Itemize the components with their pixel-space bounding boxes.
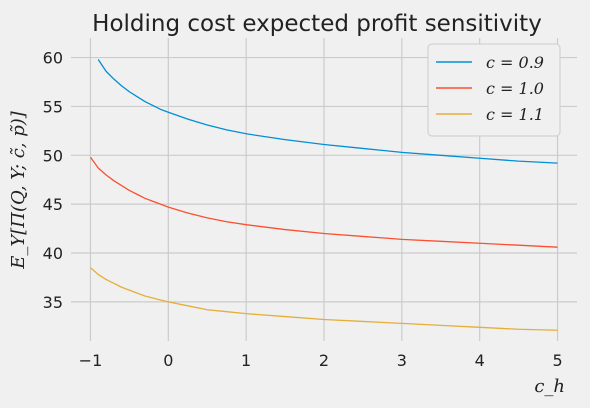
legend-box — [427, 43, 561, 137]
y-axis-label: E_Y[Π(Q, Y; c̃, p̃)] — [8, 110, 29, 270]
legend-label-1: c = 0.9 — [486, 53, 544, 72]
chart-title: Holding cost expected profit sensitivity — [92, 11, 542, 37]
x-axis-label: c_h — [534, 376, 565, 397]
series-line-1 — [97, 59, 558, 164]
y-tick-label: 55 — [43, 97, 63, 116]
legend: c = 0.9 c = 1.0 c = 1.1 — [427, 43, 561, 137]
legend-label-2: c = 1.0 — [486, 79, 544, 98]
y-tick-label: 35 — [43, 293, 63, 312]
grid — [71, 38, 577, 341]
x-tick-label: 3 — [397, 351, 407, 370]
y-tick-label: 45 — [43, 195, 63, 214]
x-tick-label: 2 — [319, 351, 329, 370]
x-tick-label: −1 — [79, 351, 103, 370]
x-tick-label: 0 — [163, 351, 173, 370]
y-tick-label: 50 — [43, 146, 63, 165]
series-line-3 — [90, 267, 558, 331]
legend-label-3: c = 1.1 — [486, 105, 544, 124]
series-line-2 — [89, 156, 558, 248]
x-tick-label: 5 — [552, 351, 562, 370]
series-layer — [89, 59, 558, 331]
x-tick-label: 4 — [475, 351, 485, 370]
y-tick-label: 60 — [43, 49, 63, 68]
y-tick-label: 40 — [43, 244, 63, 263]
x-tick-label: 1 — [241, 351, 251, 370]
